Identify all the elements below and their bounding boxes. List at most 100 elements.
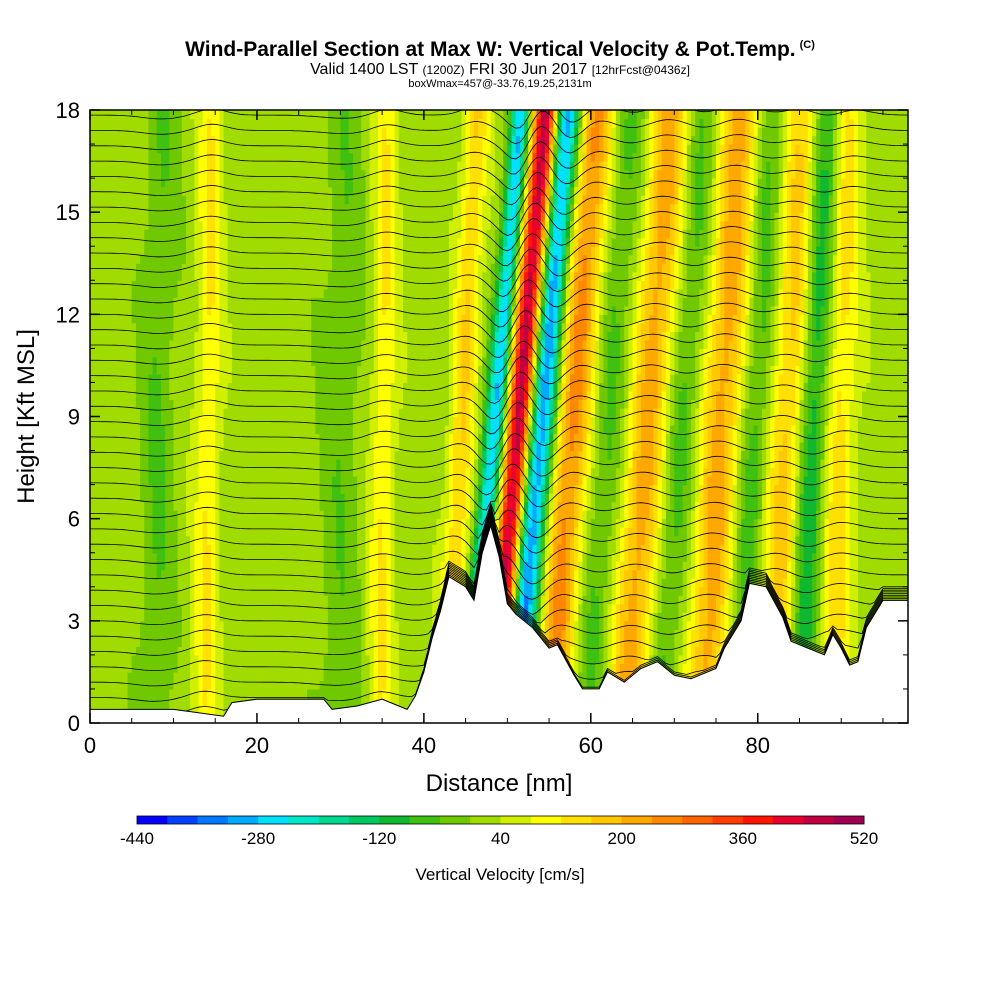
velocity-cell	[135, 314, 141, 324]
velocity-cell	[319, 399, 325, 409]
velocity-cell	[307, 152, 312, 162]
velocity-cell	[102, 416, 108, 426]
velocity-cell	[198, 561, 204, 571]
velocity-cell	[231, 135, 237, 145]
velocity-cell	[357, 246, 362, 256]
velocity-cell	[265, 348, 271, 358]
velocity-cell	[206, 305, 212, 315]
velocity-cell	[115, 629, 120, 639]
velocity-cell	[323, 178, 329, 188]
velocity-cell	[98, 688, 104, 699]
velocity-cell	[311, 339, 316, 349]
velocity-cell	[148, 586, 154, 596]
velocity-cell	[311, 288, 316, 298]
velocity-cell	[173, 671, 179, 682]
velocity-cell	[223, 527, 229, 537]
velocity-cell	[361, 680, 367, 690]
velocity-cell	[365, 518, 371, 528]
velocity-cell	[169, 314, 175, 324]
velocity-cell	[156, 254, 162, 264]
velocity-cell	[256, 527, 262, 537]
velocity-cell	[244, 518, 250, 528]
velocity-cell	[215, 178, 220, 188]
velocity-cell	[160, 161, 166, 171]
velocity-cell	[102, 552, 108, 562]
velocity-cell	[265, 390, 271, 401]
velocity-cell	[302, 288, 308, 298]
velocity-cell	[160, 586, 166, 596]
velocity-cell	[185, 561, 191, 571]
velocity-cell	[269, 433, 275, 443]
velocity-cell	[294, 271, 300, 281]
velocity-cell	[332, 442, 337, 452]
velocity-cell	[294, 254, 300, 264]
velocity-cell	[215, 220, 220, 230]
velocity-cell	[344, 569, 350, 579]
velocity-cell	[352, 322, 358, 332]
velocity-cell	[307, 425, 312, 435]
velocity-cell	[169, 416, 175, 426]
velocity-cell	[211, 450, 216, 460]
velocity-cell	[348, 339, 354, 349]
velocity-cell	[352, 348, 358, 358]
velocity-cell	[261, 527, 266, 537]
velocity-cell	[148, 671, 154, 682]
velocity-cell	[215, 697, 220, 707]
velocity-cell	[185, 442, 191, 452]
velocity-cell	[94, 195, 99, 205]
velocity-cell	[160, 288, 166, 298]
velocity-cell	[148, 186, 154, 196]
velocity-cell	[102, 620, 108, 630]
velocity-cell	[294, 501, 300, 511]
velocity-cell	[177, 646, 183, 656]
velocity-cell	[148, 144, 154, 154]
velocity-cell	[236, 229, 241, 239]
velocity-cell	[198, 203, 204, 213]
velocity-cell	[94, 237, 99, 247]
velocity-cell	[332, 544, 337, 554]
velocity-cell	[261, 195, 266, 205]
velocity-cell	[286, 220, 291, 230]
velocity-cell	[340, 212, 346, 222]
velocity-cell	[340, 688, 346, 699]
velocity-cell	[102, 390, 108, 401]
velocity-cell	[336, 280, 341, 290]
velocity-cell	[286, 467, 291, 477]
velocity-cell	[169, 110, 175, 120]
velocity-cell	[144, 493, 150, 503]
velocity-cell	[115, 186, 120, 196]
velocity-cell	[265, 450, 271, 460]
velocity-cell	[302, 305, 308, 315]
velocity-cell	[290, 331, 296, 341]
velocity-cell	[277, 348, 283, 358]
velocity-cell	[152, 127, 158, 137]
velocity-cell	[190, 195, 195, 205]
velocity-cell	[198, 186, 204, 196]
velocity-cell	[248, 450, 254, 460]
velocity-cell	[181, 680, 187, 690]
velocity-cell	[240, 484, 246, 494]
velocity-cell	[365, 348, 371, 358]
velocity-cell	[110, 195, 116, 205]
velocity-cell	[181, 595, 187, 605]
velocity-cell	[361, 407, 367, 418]
velocity-cell	[248, 612, 254, 622]
velocity-cell	[369, 118, 375, 128]
velocity-cell	[152, 654, 158, 664]
velocity-cell	[227, 425, 233, 435]
velocity-cell	[219, 254, 225, 264]
velocity-cell	[294, 603, 300, 613]
velocity-cell	[106, 612, 112, 622]
velocity-cell	[365, 280, 371, 290]
velocity-cell	[261, 161, 266, 171]
velocity-cell	[165, 612, 170, 622]
velocity-cell	[135, 620, 141, 630]
velocity-cell	[135, 561, 141, 571]
velocity-cell	[190, 229, 195, 239]
velocity-cell	[90, 169, 95, 179]
velocity-cell	[365, 459, 371, 469]
velocity-cell	[106, 620, 112, 630]
velocity-cell	[332, 501, 337, 511]
velocity-cell	[198, 339, 204, 349]
velocity-cell	[156, 246, 162, 256]
